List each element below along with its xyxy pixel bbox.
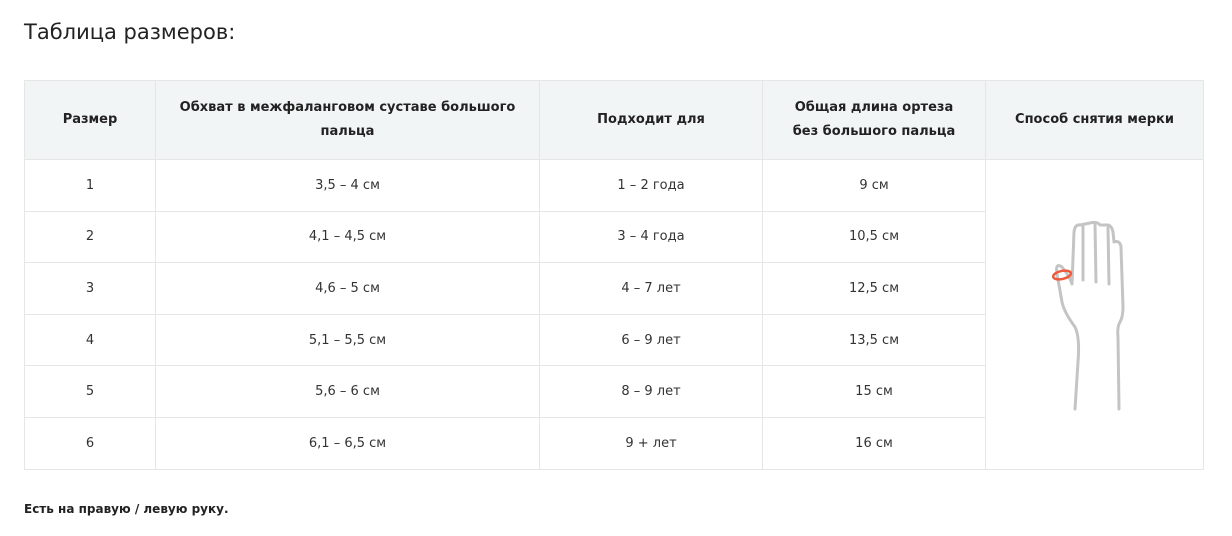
table-cell: 6,1 – 6,5 см	[155, 416, 540, 470]
table-cell: 3	[24, 262, 156, 315]
table-cell: 5	[24, 365, 156, 418]
table-cell: 10,5 см	[762, 210, 986, 264]
table-cell: 6 – 9 лет	[539, 313, 763, 367]
table-cell: 6	[24, 416, 156, 470]
table-cell: 5,1 – 5,5 см	[155, 313, 540, 367]
table-cell: 12,5 см	[762, 262, 986, 315]
header-fits: Подходит для	[539, 80, 763, 160]
size-table: Размер Обхват в межфаланговом суставе бо…	[24, 80, 1204, 470]
table-cell: 5,6 – 6 см	[155, 365, 540, 418]
table-cell: 2	[24, 210, 156, 264]
table-cell: 4	[24, 313, 156, 367]
table-cell: 4,1 – 4,5 см	[155, 210, 540, 264]
header-size: Размер	[24, 80, 156, 160]
table-row: 5 5,6 – 6 см 8 – 9 лет 15 см	[24, 365, 1204, 418]
hand-measure-icon	[1051, 221, 1124, 411]
table-row: 1 3,5 – 4 см 1 – 2 года 9 см	[24, 159, 1204, 470]
header-length: Общая длина ортеза без большого пальца	[762, 80, 986, 160]
measure-illustration-cell	[985, 159, 1204, 470]
table-row: 4 5,1 – 5,5 см 6 – 9 лет 13,5 см	[24, 313, 1204, 367]
note: Есть на правую / левую руку.	[24, 502, 229, 516]
table-cell: 3 – 4 года	[539, 210, 763, 264]
header-method: Способ снятия мерки	[985, 80, 1204, 160]
table-cell: 15 см	[762, 365, 986, 418]
table-cell: 9 см	[762, 159, 986, 212]
page-title: Таблица размеров:	[24, 20, 236, 44]
table-cell: 4,6 – 5 см	[155, 262, 540, 315]
table-cell: 8 – 9 лет	[539, 365, 763, 418]
table-cell: 13,5 см	[762, 313, 986, 367]
table-row: 3 4,6 – 5 см 4 – 7 лет 12,5 см	[24, 262, 1204, 315]
table-cell: 3,5 – 4 см	[155, 159, 540, 212]
header-girth: Обхват в межфаланговом суставе большого …	[155, 80, 540, 160]
table-cell: 1 – 2 года	[539, 159, 763, 212]
table-cell: 16 см	[762, 416, 986, 470]
table-cell: 1	[24, 159, 156, 212]
table-row: 2 4,1 – 4,5 см 3 – 4 года 10,5 см	[24, 210, 1204, 264]
table-cell: 9 + лет	[539, 416, 763, 470]
table-header-row: Размер Обхват в межфаланговом суставе бо…	[24, 80, 1204, 160]
table-row: 6 6,1 – 6,5 см 9 + лет 16 см	[24, 416, 1204, 470]
table-cell: 4 – 7 лет	[539, 262, 763, 315]
